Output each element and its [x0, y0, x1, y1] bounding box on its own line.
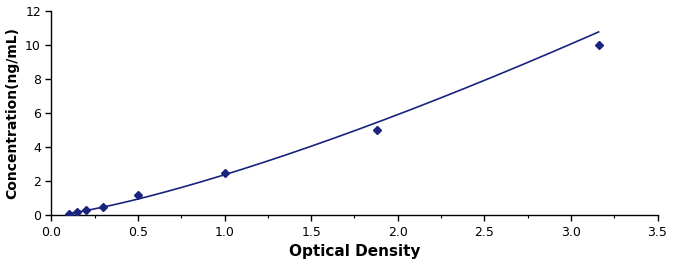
Y-axis label: Concentration(ng/mL): Concentration(ng/mL): [5, 27, 20, 199]
X-axis label: Optical Density: Optical Density: [289, 244, 420, 259]
